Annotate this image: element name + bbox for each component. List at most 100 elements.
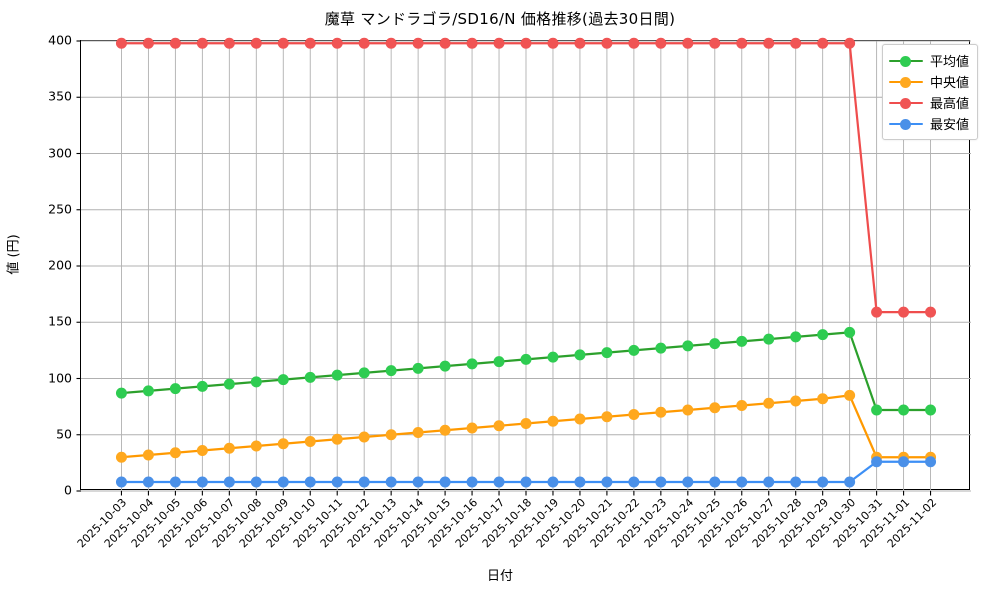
data-point — [412, 476, 424, 488]
data-point — [439, 37, 451, 49]
data-point — [169, 447, 181, 459]
data-point — [493, 420, 505, 432]
data-point — [574, 476, 586, 488]
data-point — [655, 342, 667, 354]
legend-marker-icon — [888, 95, 923, 111]
data-point — [250, 476, 262, 488]
data-point — [466, 422, 478, 434]
data-point — [736, 399, 748, 411]
data-point — [385, 476, 397, 488]
data-point — [601, 37, 613, 49]
data-point — [817, 37, 829, 49]
legend-marker-icon — [888, 53, 923, 69]
data-point — [358, 367, 370, 379]
data-point — [412, 362, 424, 374]
data-point — [385, 365, 397, 377]
data-point — [871, 456, 883, 468]
legend-item-3[interactable]: 最高値 — [888, 92, 969, 113]
data-point — [628, 476, 640, 488]
data-point — [709, 338, 721, 350]
data-point — [412, 37, 424, 49]
data-point — [844, 37, 856, 49]
y-tick-label: 100 — [48, 370, 72, 385]
data-point — [142, 385, 154, 397]
data-point — [520, 417, 532, 429]
grid-lines — [81, 40, 971, 492]
legend-marker-icon — [888, 116, 923, 132]
x-axis-label: 日付 — [486, 569, 513, 584]
data-point — [763, 37, 775, 49]
y-axis-tick-labels: 0 50 100 150 200 250 300 350 400 — [30, 33, 72, 498]
data-point — [331, 476, 343, 488]
legend-label: 平均値 — [929, 55, 969, 70]
series-1 — [115, 326, 937, 416]
data-point — [412, 426, 424, 438]
legend-marker-icon — [888, 74, 923, 90]
data-point — [655, 476, 667, 488]
data-point — [358, 476, 370, 488]
legend-item-4[interactable]: 最安値 — [888, 113, 969, 134]
data-point — [574, 349, 586, 361]
data-point — [385, 37, 397, 49]
data-point — [493, 356, 505, 368]
data-point — [682, 37, 694, 49]
data-point — [169, 476, 181, 488]
data-point — [763, 397, 775, 409]
data-point — [223, 442, 235, 454]
data-point — [196, 37, 208, 49]
data-point — [601, 347, 613, 359]
data-point — [898, 404, 910, 416]
data-point — [925, 456, 937, 468]
data-point — [223, 378, 235, 390]
data-point — [871, 306, 883, 318]
data-point — [844, 326, 856, 338]
data-point — [466, 358, 478, 370]
series-3 — [115, 37, 937, 318]
data-point — [196, 380, 208, 392]
data-point — [898, 306, 910, 318]
data-point — [196, 476, 208, 488]
data-point — [790, 476, 802, 488]
y-tick-label: 50 — [56, 426, 72, 442]
data-point — [790, 395, 802, 407]
data-point — [250, 376, 262, 388]
data-point — [115, 387, 127, 399]
data-point — [790, 37, 802, 49]
data-point — [277, 476, 289, 488]
data-point — [682, 476, 694, 488]
y-tick-label: 200 — [48, 257, 72, 273]
data-point — [817, 329, 829, 341]
legend-item-1[interactable]: 平均値 — [888, 50, 969, 71]
data-point — [466, 476, 478, 488]
x-axis-tick-labels: 2025-10-03 2025-10-04 2025-10-05 2025-10-06… — [75, 490, 970, 560]
data-point — [736, 37, 748, 49]
data-point — [628, 344, 640, 356]
y-axis-label: 値 (円) — [6, 234, 22, 275]
data-point — [763, 476, 775, 488]
data-point — [844, 476, 856, 488]
axis-ticks — [76, 40, 932, 496]
data-point — [925, 306, 937, 318]
data-point — [493, 476, 505, 488]
data-point — [439, 476, 451, 488]
data-point — [520, 353, 532, 365]
data-point — [601, 476, 613, 488]
legend-label: 最高値 — [929, 97, 969, 112]
data-point — [574, 37, 586, 49]
data-point — [844, 389, 856, 401]
plot-area — [76, 37, 971, 496]
data-point — [277, 374, 289, 386]
data-point — [520, 37, 532, 49]
legend-item-2[interactable]: 中央値 — [888, 71, 969, 92]
data-point — [439, 360, 451, 372]
data-point — [142, 476, 154, 488]
data-point — [682, 404, 694, 416]
data-point — [574, 413, 586, 425]
data-point — [601, 411, 613, 423]
data-point — [223, 37, 235, 49]
page-title: 魔草 マンドラゴラ/SD16/N 価格推移(過去30日間) — [324, 10, 676, 28]
y-tick-label: 400 — [48, 32, 72, 48]
data-point — [358, 431, 370, 443]
data-point — [304, 371, 316, 383]
data-point — [196, 444, 208, 456]
